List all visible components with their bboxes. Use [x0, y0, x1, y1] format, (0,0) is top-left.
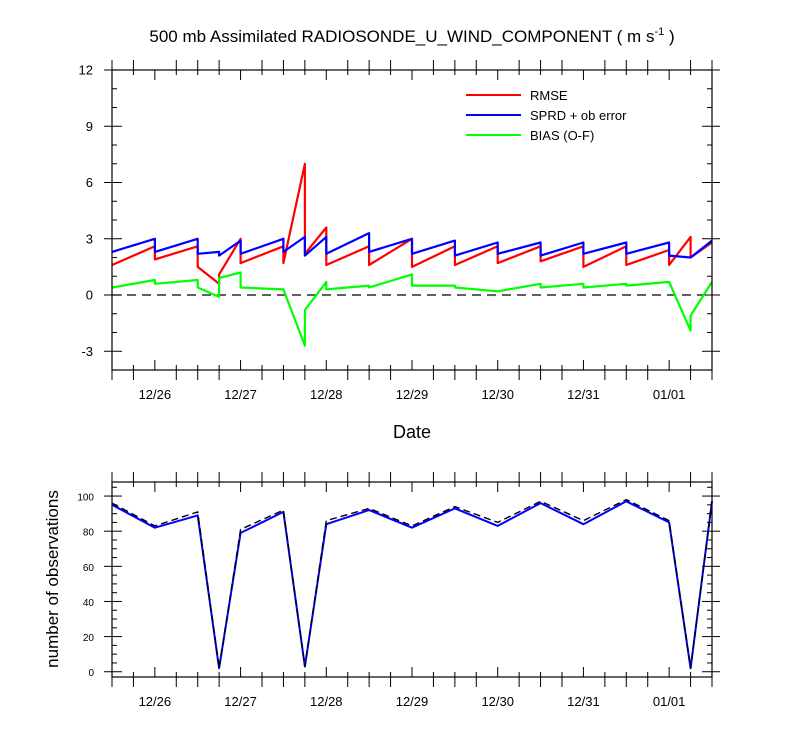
x-tick-label: 12/29: [396, 694, 429, 709]
y-tick-label: 100: [77, 493, 94, 504]
chart-title: 500 mb Assimilated RADIOSONDE_U_WIND_COM…: [149, 26, 674, 46]
series-line-sprd-ob-error: [111, 232, 713, 259]
x-tick-label: 01/01: [653, 387, 686, 402]
top-plot-frame: [111, 69, 713, 371]
x-tick-label: 12/26: [139, 387, 172, 402]
x-tick-label: 12/30: [481, 694, 514, 709]
y-tick-label: 0: [88, 668, 94, 679]
y-tick-label: 60: [83, 563, 95, 574]
bottom-series: [111, 498, 713, 670]
bottom-plot-frame: [111, 481, 713, 678]
y-tick-label: 12: [79, 63, 93, 78]
bottom-axes: 12/26 12/27 12/28 12/29 12/30 12/31 01/01 0 20 40…: [77, 472, 720, 709]
y-tick-label: -3: [81, 344, 93, 359]
x-tick-label: 12/27: [224, 387, 257, 402]
x-tick-label: 12/30: [481, 387, 514, 402]
x-tick-label: 01/01: [653, 694, 686, 709]
series-line-obs-possible: [111, 498, 713, 669]
x-axis-label: Date: [393, 422, 431, 442]
series-line-bias-o-f: [111, 271, 713, 347]
bottom-chart: 12/26 12/27 12/28 12/29 12/30 12/31 01/01 0 20 40…: [43, 472, 720, 709]
x-tick-label: 12/26: [139, 694, 172, 709]
y-tick-label: 9: [86, 119, 93, 134]
x-tick-label: 12/31: [567, 387, 600, 402]
legend-label: SPRD + ob error: [530, 108, 627, 123]
x-tick-label: 12/29: [396, 387, 429, 402]
top-axes: 12/26 12/27 12/28 12/29 12/30 12/31 01/01 -3 0 3 6…: [79, 60, 720, 402]
y-tick-label: 80: [83, 528, 95, 539]
series-line-obs-used: [111, 500, 713, 670]
y-tick-label: 0: [86, 288, 93, 303]
legend-label: RMSE: [530, 88, 568, 103]
legend-label: BIAS (O-F): [530, 128, 594, 143]
x-tick-label: 12/28: [310, 694, 343, 709]
series-line-rmse: [111, 162, 713, 285]
y-tick-label: 3: [86, 231, 93, 246]
y-tick-label: 40: [83, 598, 95, 609]
y-axis-label: number of observations: [43, 490, 62, 668]
x-tick-label: 12/28: [310, 387, 343, 402]
legend: RMSE SPRD + ob error BIAS (O-F): [466, 88, 627, 143]
y-tick-label: 6: [86, 175, 93, 190]
top-chart: 500 mb Assimilated RADIOSONDE_U_WIND_COM…: [79, 26, 720, 442]
y-tick-label: 20: [83, 633, 95, 644]
x-tick-label: 12/27: [224, 694, 257, 709]
x-tick-label: 12/31: [567, 694, 600, 709]
top-series: [111, 162, 713, 347]
